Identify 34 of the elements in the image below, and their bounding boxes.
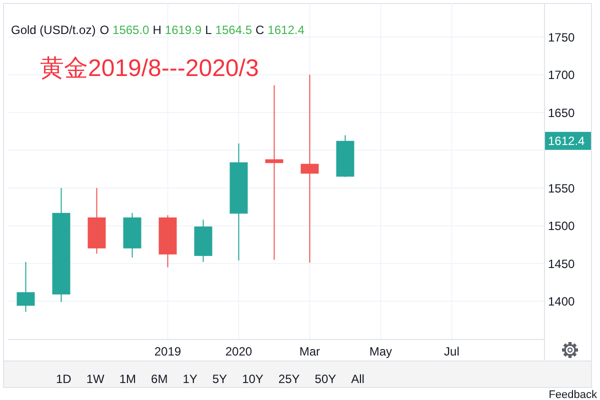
text: 6M (151, 372, 168, 386)
annotation: 1619.9 (164, 23, 202, 37)
text: 1D (56, 372, 72, 386)
y-tick-label: 1550 (548, 181, 576, 196)
annotation: C (256, 23, 264, 37)
text: 1W (86, 372, 106, 386)
y-tick-label: 1650 (548, 106, 576, 120)
text: 5Y (212, 372, 228, 386)
y-tick-label: 1500 (548, 219, 576, 234)
y-tick-label: 1400 (548, 294, 576, 309)
y-tick-label: 1700 (548, 68, 576, 82)
x-tick-label: May (369, 344, 392, 358)
text: 1612.4 (548, 134, 586, 148)
annotation: O (100, 23, 110, 37)
text: 黄金2019/8---2020/3 (40, 55, 259, 82)
x-tick-label: Mar (299, 344, 320, 358)
x-tick-label: Jul (444, 344, 460, 358)
text: 50Y (314, 372, 336, 386)
text: 1M (119, 372, 136, 386)
text: 25Y (278, 372, 300, 386)
text: Gold (USD/t.oz) (11, 23, 96, 37)
x-tick-label: 2019 (154, 344, 182, 358)
y-tick-label: 1750 (548, 30, 576, 44)
text: Feedback (548, 389, 598, 400)
text: 1Y (182, 372, 198, 386)
text: All (351, 372, 364, 386)
annotation: 1564.5 (215, 23, 252, 37)
y-tick-label: 1450 (548, 256, 576, 271)
x-tick-label: 2020 (225, 344, 252, 358)
text: 10Y (242, 372, 264, 386)
annotation: L (205, 23, 212, 37)
annotation: 1565.0 (112, 23, 150, 37)
annotation: 1612.4 (268, 23, 305, 37)
annotation: H (152, 23, 162, 37)
